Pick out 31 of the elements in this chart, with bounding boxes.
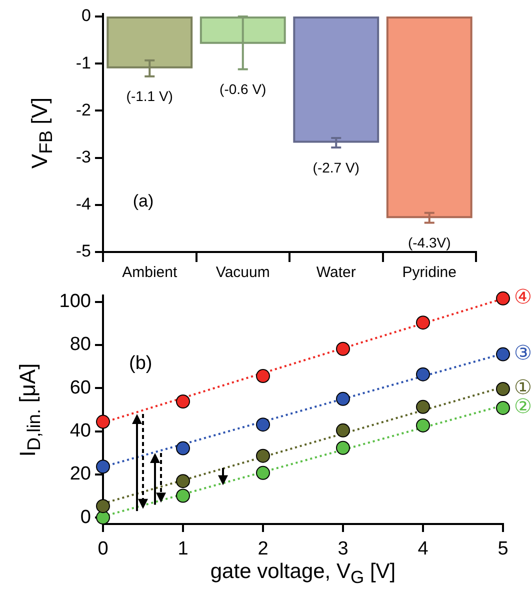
x-tick-label: 1: [178, 538, 188, 560]
y-tick-label: 60: [70, 377, 91, 398]
x-tick-label: Ambient: [122, 264, 178, 282]
x-tick-label: 3: [338, 538, 348, 560]
y-tick-label: 80: [70, 334, 91, 356]
y-tick-label: 0: [80, 506, 91, 528]
y-tick-label: -4: [76, 194, 91, 214]
y-tick-label: -5: [76, 242, 91, 261]
y-tick-label: -2: [76, 100, 91, 120]
data-label: (-0.6 V): [220, 81, 266, 98]
y-tick-label: 100: [59, 291, 91, 312]
data-label: (-2.7 V): [312, 159, 360, 176]
x-tick-label: Vacuum: [216, 264, 270, 282]
series-label: ④: [514, 284, 532, 309]
y-tick-label: 0: [82, 6, 91, 26]
x-tick-label: 4: [418, 538, 429, 560]
y-tick-label: -1: [76, 53, 91, 72]
x-tick-label: 5: [498, 538, 508, 560]
x-tick-label: 2: [258, 538, 268, 560]
x-tick-label: Pyridine: [402, 264, 456, 282]
x-tick-label: Water: [316, 264, 356, 282]
x-axis-title: gate voltage, V$_{G}$ [V]: [210, 560, 396, 588]
y-tick-label: 40: [70, 420, 91, 442]
annotation: (a): [132, 192, 154, 211]
y-tick-label: -3: [76, 148, 91, 167]
data-label: (-1.1 V): [126, 88, 173, 104]
y-tick-label: 20: [70, 464, 91, 485]
annotation: (b): [129, 353, 152, 374]
data-label: (-4.3V): [408, 234, 451, 251]
series-label: ③: [514, 340, 532, 364]
x-tick-label: 0: [98, 538, 108, 560]
